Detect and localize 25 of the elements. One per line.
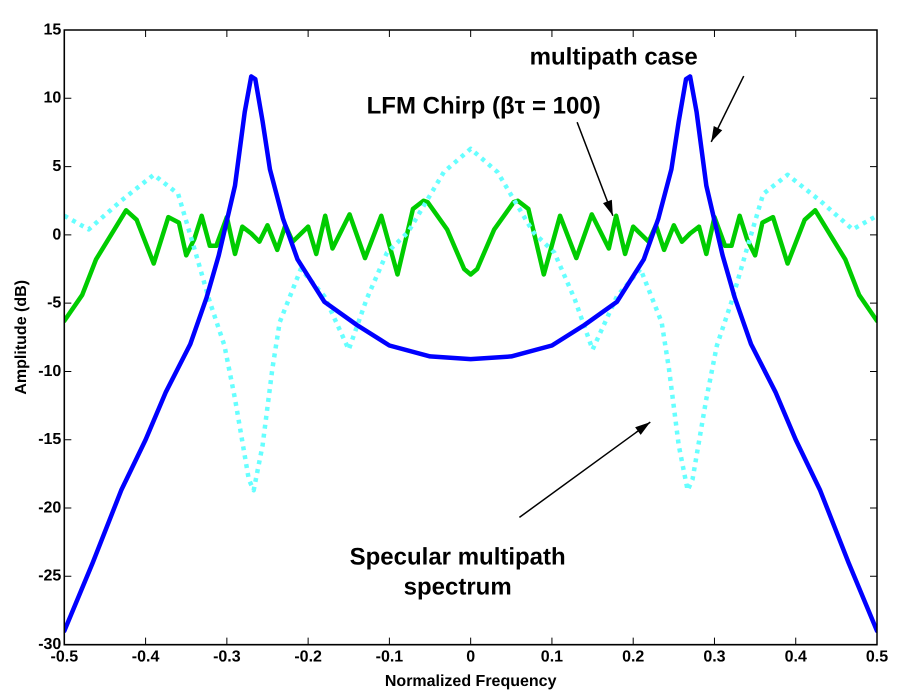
x-tick-label: -0.4 — [132, 648, 160, 666]
y-tick-label: -5 — [47, 294, 62, 312]
x-tick-label: 0.1 — [540, 648, 564, 666]
x-tick-label: -0.3 — [213, 648, 241, 666]
annotation: Specular multipath spectrum — [350, 543, 566, 600]
y-tick-label: 15 — [44, 21, 62, 38]
y-axis-title: Amplitude (dB) — [13, 280, 30, 395]
x-tick-label: -0.1 — [376, 648, 404, 666]
x-tick-label: 0.2 — [622, 648, 644, 666]
x-tick-label: 0.5 — [866, 648, 888, 666]
y-tick-label: 10 — [44, 90, 62, 107]
y-tick-label: 5 — [52, 158, 62, 175]
y-tick-label: -20 — [38, 499, 62, 516]
line-series — [64, 146, 877, 493]
y-tick-label: -10 — [38, 362, 62, 380]
x-tick-label: 0.4 — [784, 648, 807, 666]
x-tick-label: 0 — [466, 648, 476, 666]
x-axis-title: Normalized Frequency — [384, 672, 557, 690]
x-tick-label: 0.3 — [703, 648, 726, 666]
x-tick-label: -0.2 — [294, 648, 322, 666]
y-tick-label: 0 — [52, 226, 62, 244]
y-tick-label: -15 — [38, 431, 62, 448]
annotation: LFM Chirp (βτ = 100) — [366, 92, 601, 120]
y-tick-label: -25 — [38, 568, 62, 585]
annotation: multipath case — [530, 43, 698, 70]
